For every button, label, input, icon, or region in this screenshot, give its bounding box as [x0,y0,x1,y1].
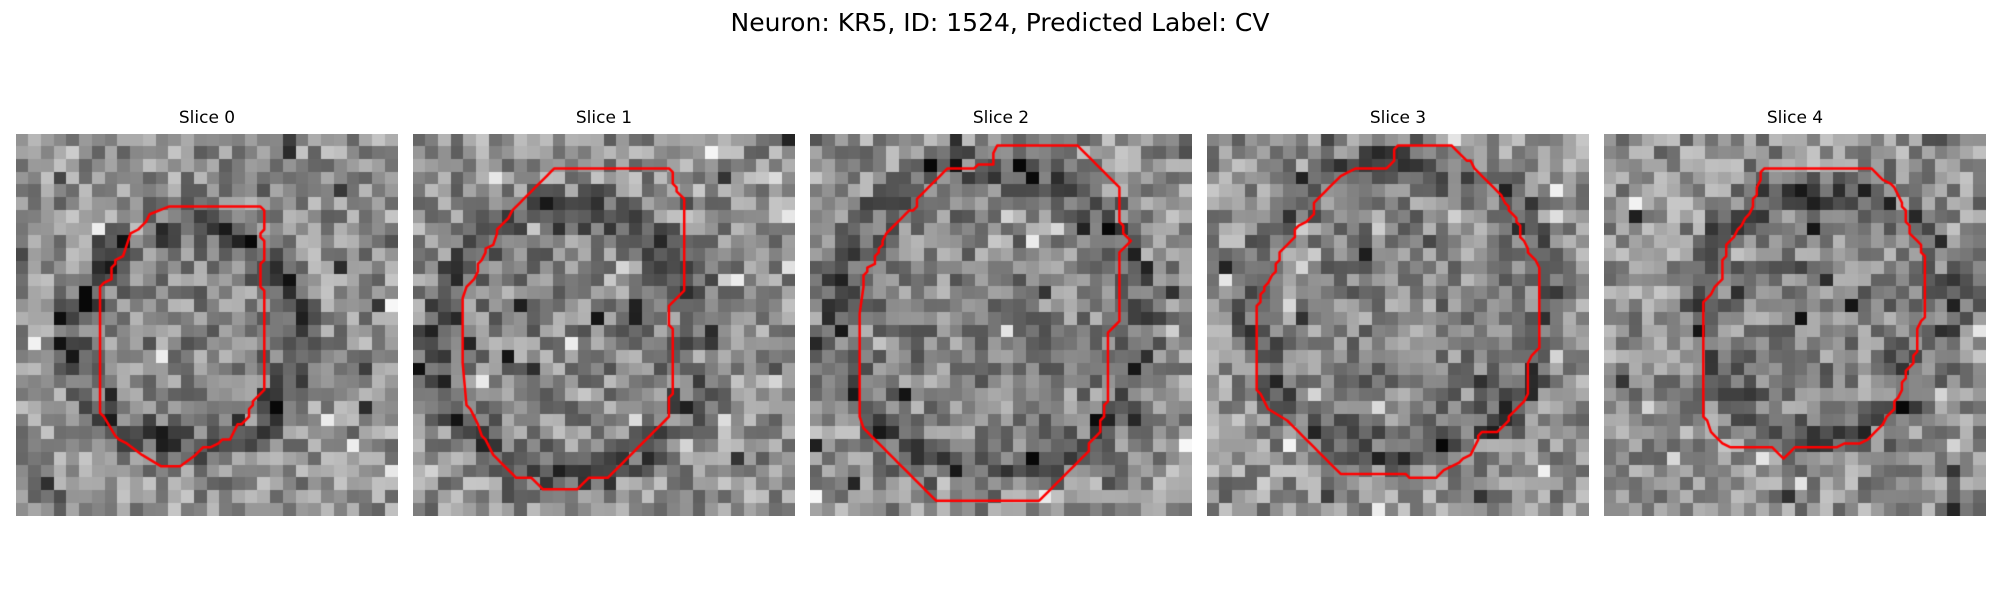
slice-panel-3: Slice 3 [1205,106,1591,520]
slice-image-4 [1604,134,1986,516]
slice-panel-0: Slice 0 [14,106,400,520]
slice-panel-1: Slice 1 [411,106,797,520]
slice-panel-4: Slice 4 [1602,106,1988,520]
slice-panel-2: Slice 2 [808,106,1194,520]
slice-image-1 [413,134,795,516]
slice-title-0: Slice 0 [14,106,400,130]
slice-title-1: Slice 1 [411,106,797,130]
slice-image-0 [16,134,398,516]
slice-title-2: Slice 2 [808,106,1194,130]
slice-title-4: Slice 4 [1602,106,1988,130]
slice-image-2 [810,134,1192,516]
slice-image-3 [1207,134,1589,516]
figure-title: Neuron: KR5, ID: 1524, Predicted Label: … [0,6,2000,40]
slice-title-3: Slice 3 [1205,106,1591,130]
